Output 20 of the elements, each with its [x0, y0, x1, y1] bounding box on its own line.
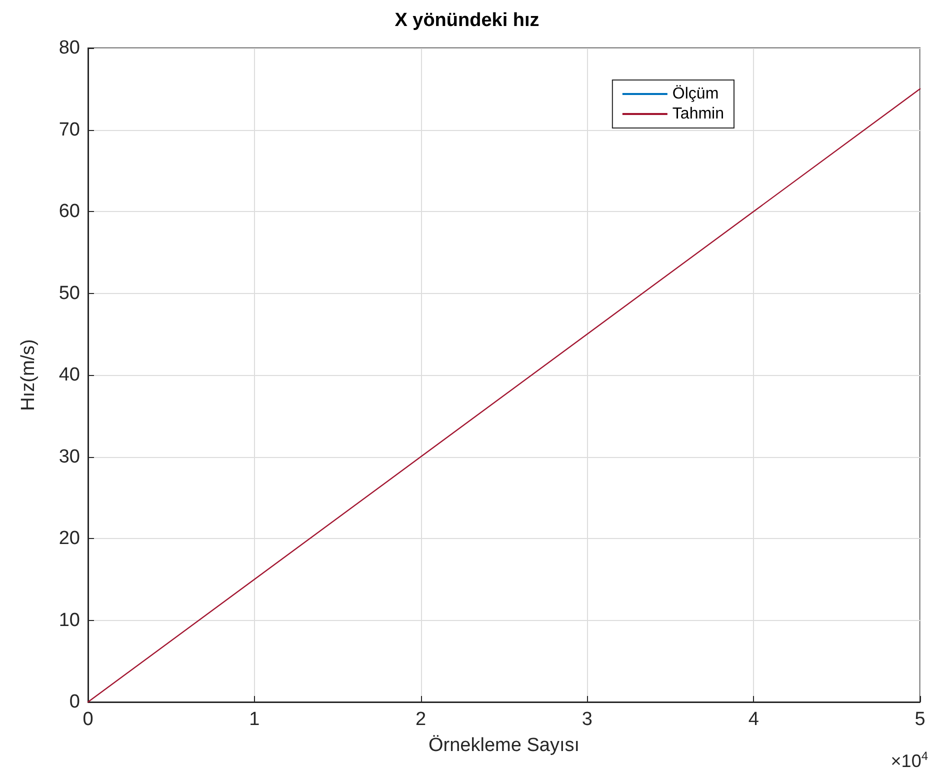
legend-label: Tahmin [672, 106, 724, 122]
x-tick-label: 2 [416, 709, 426, 730]
x-tick-label: 0 [82, 709, 94, 730]
y-tick-label: 70 [58, 119, 80, 140]
y-tick-label: 0 [69, 692, 80, 712]
x-axis-title: Örnekleme Sayısı [428, 735, 580, 756]
y-tick-label: 60 [58, 201, 80, 222]
y-tick-label: 30 [58, 446, 80, 468]
y-tick-label: 40 [58, 364, 80, 386]
y-tick-label: 10 [58, 610, 80, 631]
x-tick-label: 4 [748, 709, 760, 730]
x-tick-label: 3 [582, 709, 592, 730]
x-tick-label: 1 [249, 709, 260, 730]
legend-label: Ölçüm [672, 84, 719, 102]
y-axis-title: Hız(m/s) [18, 339, 39, 411]
x-tick-label: 5 [914, 709, 926, 730]
chart-title: X yönündeki hız [394, 10, 540, 31]
y-tick-label: 50 [58, 282, 80, 304]
y-tick-label: 20 [58, 528, 80, 549]
y-tick-label: 80 [58, 38, 80, 58]
